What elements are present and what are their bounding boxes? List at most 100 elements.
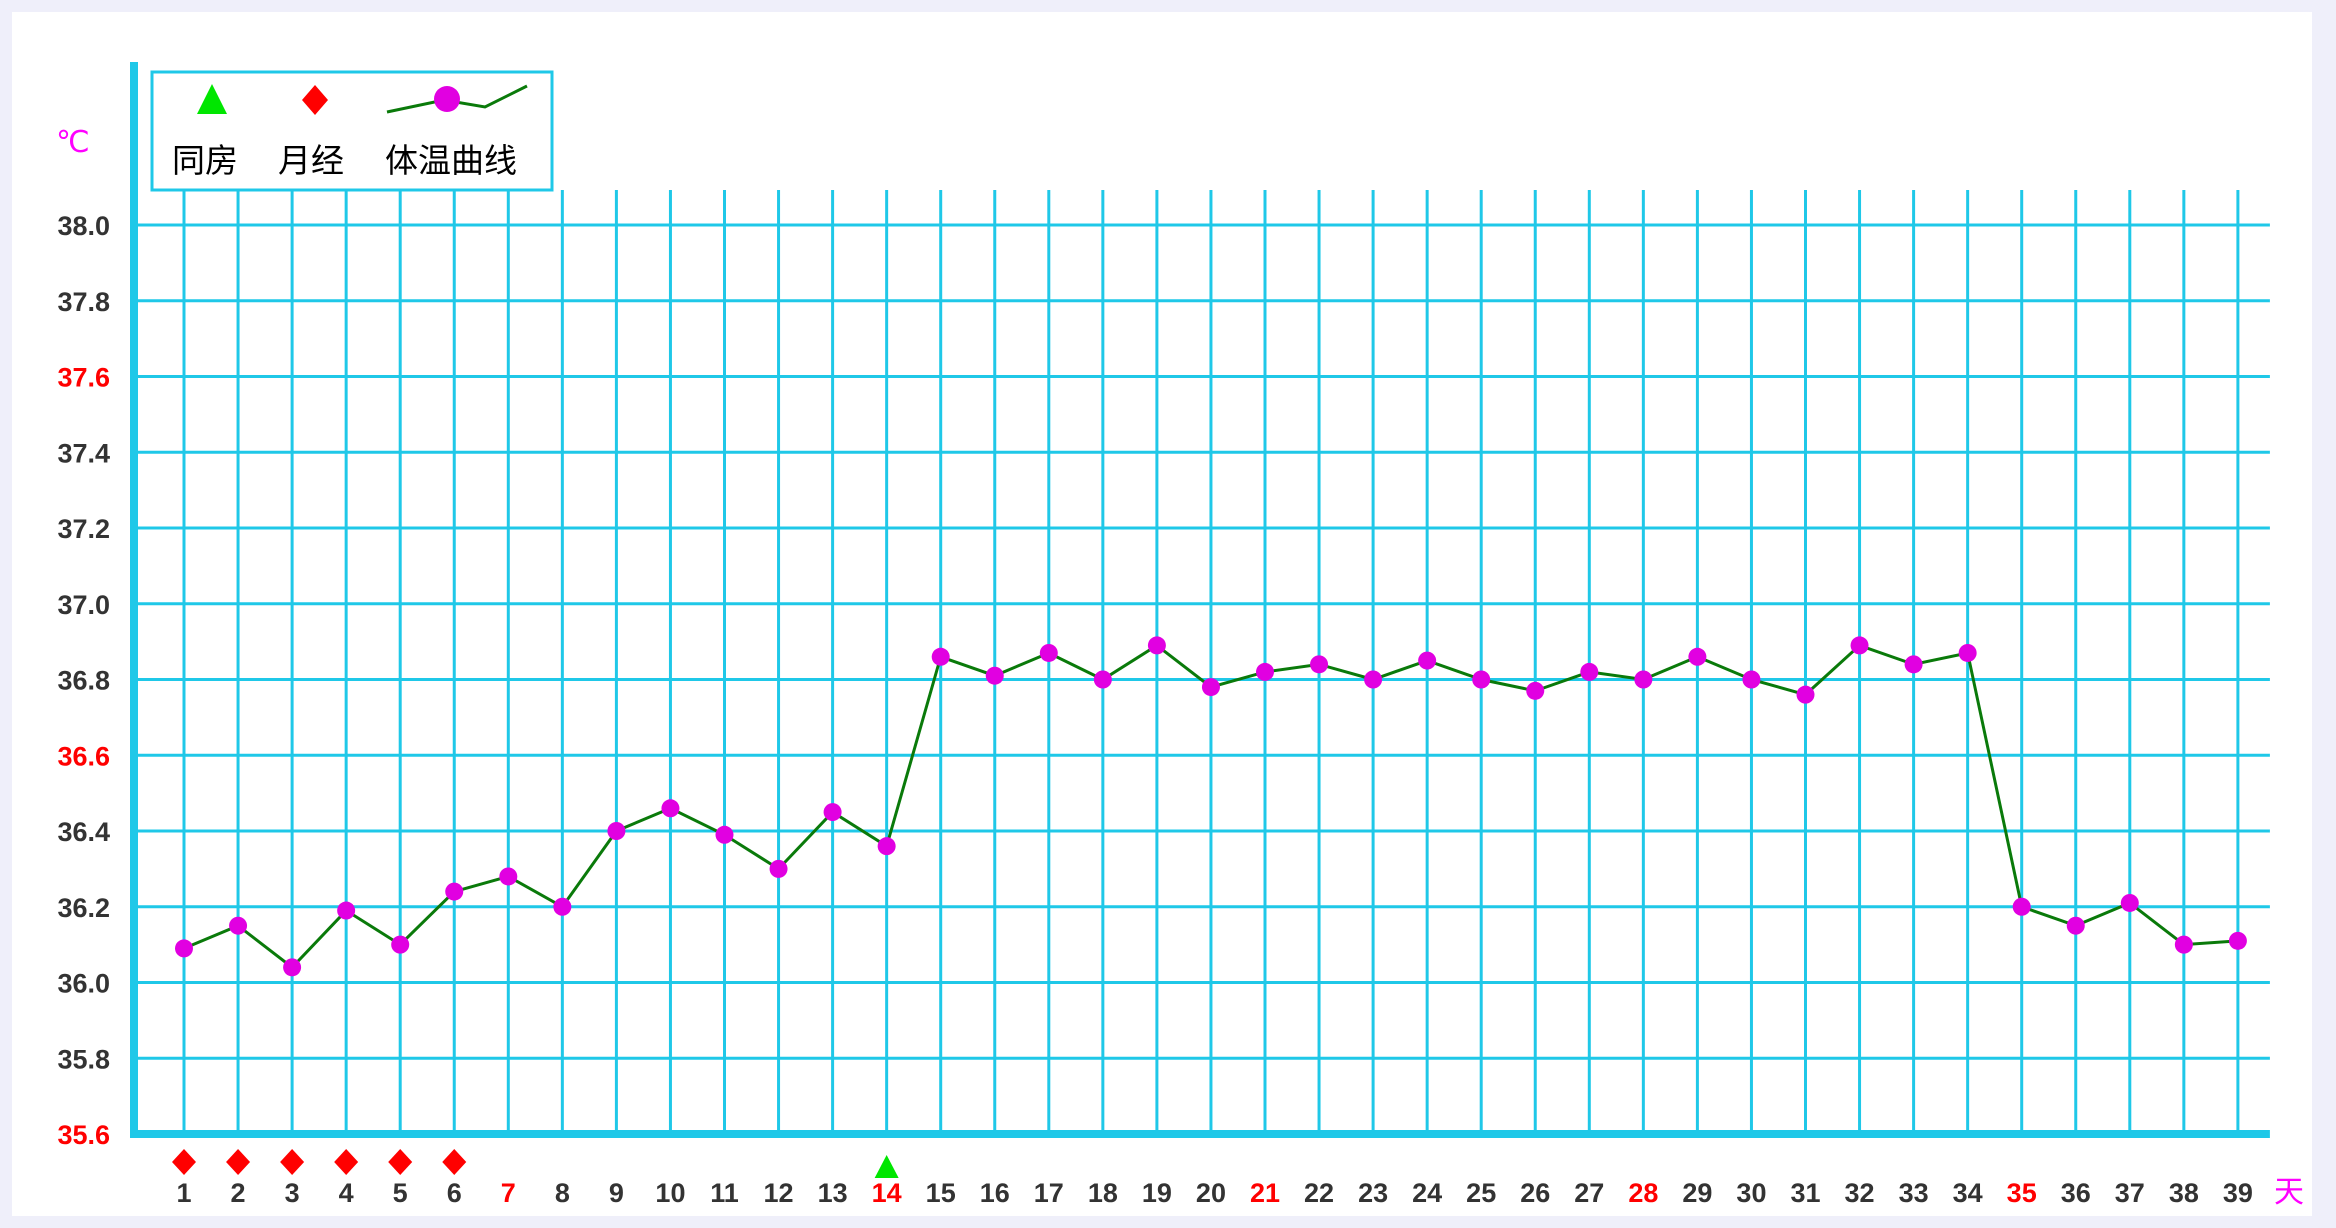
temperature-point (1039, 643, 1058, 662)
menstruation-marker (334, 1149, 359, 1175)
menstruation-marker (280, 1149, 305, 1175)
temperature-point (1147, 636, 1166, 655)
y-tick-label: 36.0 (57, 969, 110, 999)
temperature-point (1472, 670, 1491, 689)
x-tick-label: 17 (1034, 1178, 1064, 1208)
temperature-point (985, 666, 1004, 685)
temperature-point (1580, 662, 1599, 681)
menstruation-marker (226, 1149, 251, 1175)
x-unit-label: 天 (2274, 1175, 2304, 1210)
x-tick-label: 3 (285, 1178, 300, 1208)
y-tick-label: 36.2 (57, 893, 110, 923)
y-tick-label: 38.0 (57, 211, 110, 241)
x-tick-label: 30 (1736, 1178, 1766, 1208)
x-tick-labels: 1 2 3 4 5 6 7 8 9 10 11 12 13 14 15 16 17 18 19 20 21 22 23 24 2… (176, 1178, 2252, 1208)
x-tick-label: 1 (176, 1178, 191, 1208)
x-tick-label: 15 (926, 1178, 956, 1208)
intercourse-marker (874, 1155, 899, 1178)
legend-box (150, 70, 554, 192)
x-tick-label: 31 (1790, 1178, 1820, 1208)
temperature-point (715, 825, 734, 844)
x-tick-label: 28 (1628, 1178, 1658, 1208)
temperature-point (1364, 670, 1383, 689)
x-tick-label: 18 (1088, 1178, 1118, 1208)
temperature-point (229, 916, 248, 935)
temperature-point (1310, 655, 1329, 674)
y-tick-label: 36.4 (57, 817, 110, 847)
x-tick-label: 5 (393, 1178, 408, 1208)
temperature-point (499, 867, 518, 886)
temperature-point (1201, 678, 1220, 697)
x-tick-label: 22 (1304, 1178, 1334, 1208)
y-tick-label: 37.0 (57, 590, 110, 620)
temperature-point (2066, 916, 2085, 935)
x-tick-label: 38 (2169, 1178, 2199, 1208)
x-tick-label: 39 (2223, 1178, 2253, 1208)
x-tick-label: 27 (1574, 1178, 1604, 1208)
temperature-point (2120, 893, 2139, 912)
menstruation-marker (442, 1149, 467, 1175)
legend-label-intercourse: 同房 (172, 141, 238, 180)
x-tick-label: 9 (609, 1178, 624, 1208)
temperature-point (1093, 670, 1112, 689)
temperature-point (931, 647, 950, 666)
x-tick-label: 25 (1466, 1178, 1496, 1208)
temperature-point (1256, 662, 1274, 681)
x-tick-label: 23 (1358, 1178, 1388, 1208)
x-tick-label: 19 (1142, 1178, 1172, 1208)
temperature-chart: 38.0 37.8 37.6 37.4 37.2 37.0 36.8 36.6 36.4 36.2… (56, 62, 2304, 1210)
y-tick-label: 37.8 (57, 287, 110, 317)
x-tick-label: 34 (1953, 1178, 1983, 1208)
temperature-point (1742, 670, 1761, 689)
temperature-point (283, 958, 302, 977)
temperature-point (823, 803, 842, 822)
event-markers (172, 1149, 899, 1178)
temperature-point (2228, 931, 2247, 950)
temperature-point (661, 799, 680, 818)
menstruation-marker (172, 1149, 196, 1175)
temperature-point (1688, 647, 1707, 666)
legend: 同房 月经 体温曲线 (150, 70, 554, 192)
x-tick-label: 14 (872, 1178, 902, 1208)
x-tick-label: 26 (1520, 1178, 1550, 1208)
y-unit-label: ℃ (56, 125, 90, 160)
y-tick-label: 36.6 (57, 741, 110, 771)
temperature-point (445, 882, 464, 901)
y-tick-label: 35.8 (57, 1044, 110, 1074)
x-tick-label: 12 (764, 1178, 794, 1208)
x-tick-label: 16 (980, 1178, 1010, 1208)
axes (130, 62, 2270, 1138)
x-tick-label: 37 (2115, 1178, 2145, 1208)
legend-label-menstruation: 月经 (278, 141, 344, 180)
grid (134, 190, 2270, 1134)
x-tick-label: 20 (1196, 1178, 1226, 1208)
line-with-dot-icon (386, 84, 528, 114)
x-tick-label: 11 (710, 1178, 739, 1208)
x-tick-label: 24 (1412, 1178, 1442, 1208)
temperature-point (175, 939, 193, 958)
temperature-series (175, 636, 2247, 977)
x-tick-label: 10 (655, 1178, 685, 1208)
y-tick-label: 35.6 (57, 1120, 110, 1150)
y-tick-label: 37.4 (57, 438, 110, 468)
x-tick-label: 36 (2061, 1178, 2091, 1208)
x-tick-label: 21 (1250, 1178, 1280, 1208)
green-triangle-icon (197, 84, 227, 114)
temperature-point (2012, 897, 2031, 916)
x-tick-label: 13 (818, 1178, 848, 1208)
temperature-point (553, 897, 572, 916)
x-tick-label: 6 (447, 1178, 462, 1208)
chart-container: 38.0 37.8 37.6 37.4 37.2 37.0 36.8 36.6 36.4 36.2… (12, 12, 2312, 1216)
temperature-point (1634, 670, 1653, 689)
x-tick-label: 35 (2007, 1178, 2037, 1208)
temperature-point (1958, 643, 1977, 662)
temperature-point (877, 837, 896, 856)
temperature-point (1850, 636, 1869, 655)
temperature-point (1526, 681, 1545, 700)
legend-label-temperature-curve: 体温曲线 (385, 141, 517, 180)
red-diamond-icon (302, 85, 328, 115)
temperature-point (391, 935, 410, 954)
y-tick-label: 36.8 (57, 666, 110, 696)
temperature-point (1904, 655, 1923, 674)
temperature-point (1418, 651, 1437, 670)
